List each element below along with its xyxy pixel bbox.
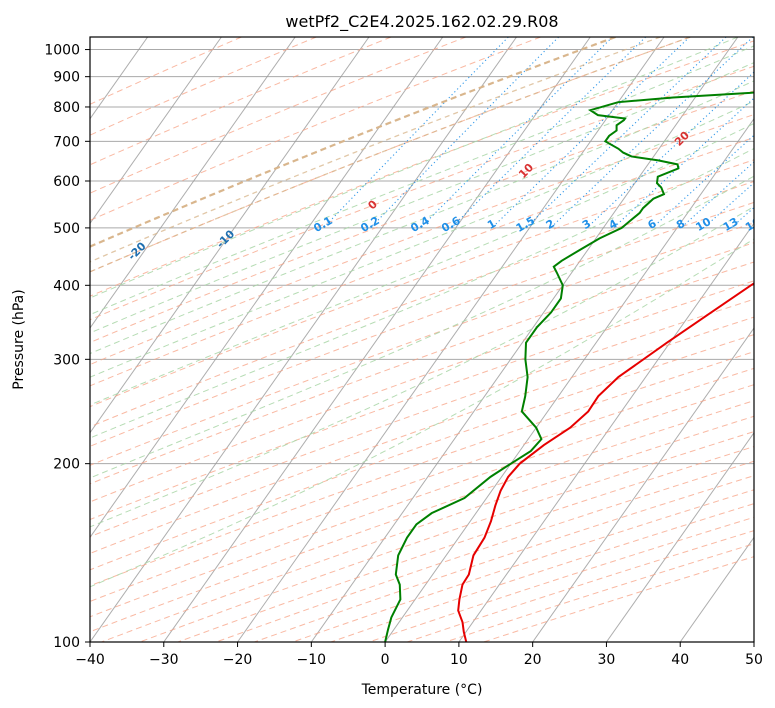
y-tick-label: 300 [53,352,80,368]
dry-adiabat-line [90,37,541,221]
moist-adiabat-line [90,122,754,406]
y-tick-label: 400 [53,278,80,294]
dry-adiabat-line [90,384,754,618]
isotherm-line [90,37,296,329]
y-tick-label: 1000 [44,43,80,59]
moist-adiabat-line [90,80,754,355]
dry-adiabat-line [90,159,754,408]
bottom-arc-line [90,37,661,263]
moist-adiabat-line [90,147,754,439]
x-axis-label: Temperature (°C) [361,682,483,698]
dry-adiabat-line [90,334,754,571]
x-tick-label: −40 [75,652,105,668]
isotherm-line [90,37,370,434]
dry-adiabat-line [90,37,392,166]
x-tick-label: 50 [745,652,763,668]
mixing-ratio-line [651,134,754,229]
dry-adiabat-line [90,37,242,105]
mixing-ratio-line [613,97,754,229]
y-tick-label: 700 [53,134,80,150]
dry-adiabat-line [90,37,467,194]
moist-adiabat-line [90,45,754,316]
y-tick-label: 900 [53,70,80,86]
y-tick-label: 500 [53,221,80,237]
dry-adiabat-line [90,37,691,273]
y-tick-label: 600 [53,174,80,190]
dry-adiabat-line [90,298,754,538]
mixing-ratio-lines [322,37,754,229]
dewpoint-line [384,91,754,642]
bottom-arc-lines [90,37,691,273]
dry-adiabat-line [90,90,754,344]
isotherm-line [163,37,591,642]
x-tick-label: −10 [297,652,327,668]
chart-title: wetPf2_C2E4.2025.162.02.29.R08 [285,12,558,32]
isotherm-line [237,37,665,642]
dry-adiabat-line [90,351,754,587]
mixing-ratio-line [491,37,690,229]
x-tick-label: 40 [671,652,689,668]
temperature-line [457,282,754,642]
isobars [90,49,754,642]
y-tick-label: 200 [53,457,80,473]
x-tick-label: 30 [598,652,616,668]
isotherm-line [384,117,754,642]
mixing-ratio-label: 16 [743,215,763,234]
isotherm-line [679,536,754,642]
dry-adiabat-line [90,180,754,428]
x-tick-label: 0 [381,652,390,668]
mixing-ratio-line [369,37,560,229]
moist-adiabat-line [90,175,754,479]
y-axis-label: Pressure (hPa) [11,289,27,389]
x-tick-label: −20 [223,652,253,668]
moist-adiabat-line [90,100,754,378]
isotherm-line [90,37,444,539]
bottom-arc-line [90,37,616,248]
moist-adiabat-line [90,37,739,299]
x-tick-label: 10 [450,652,468,668]
y-tick-label: 800 [53,100,80,116]
y-tick-label: 100 [53,635,80,651]
x-tick-label: −30 [149,652,179,668]
mixing-ratio-line [586,71,754,229]
isotherm-line [90,37,517,642]
x-axis-ticks: −40 −30 −20 −10 0 10 20 30 40 50 [75,642,763,668]
dry-adiabat-line [90,136,754,387]
mixing-ratio-line [322,37,509,229]
x-tick-label: 20 [524,652,542,668]
dry-adiabat-line [90,280,754,521]
moist-adiabats [90,37,754,588]
moist-adiabat-line [90,62,754,334]
plot-frame [89,36,755,643]
profile-lines [384,91,754,642]
plot-area: -100-90-80-70-60-50-40-30-20-10010203040… [90,37,763,642]
y-axis-ticks: 1000 900 800 700 600 500 400 300 200 100 [44,43,90,651]
isotherm-line [532,327,754,642]
dry-adiabat-line [90,113,754,366]
dry-adiabat-line [90,242,754,485]
